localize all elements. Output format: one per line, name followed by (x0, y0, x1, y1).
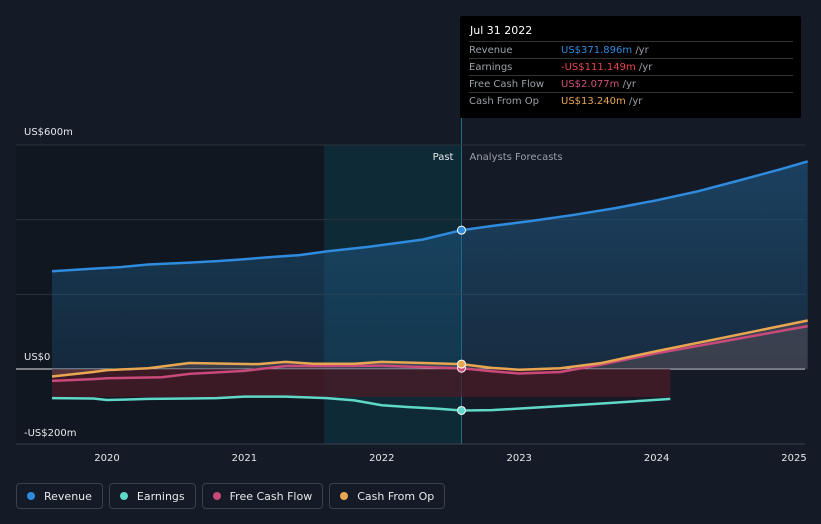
tooltip-value-number: US$2.077m (561, 79, 620, 90)
legend-label: Free Cash Flow (229, 489, 313, 503)
earnings-line (51, 395, 671, 412)
tooltip-unit: /yr (635, 45, 649, 56)
tooltip-date: Jul 31 2022 (470, 24, 533, 37)
x-tick-label: 2024 (644, 453, 669, 464)
legend-label: Earnings (136, 489, 185, 503)
legend-item-earnings[interactable]: Earnings (108, 483, 196, 509)
revenue-line (51, 160, 809, 273)
tooltip-row-earnings: Earnings -US$111.149m /yr (469, 58, 793, 76)
y-tick-label: US$600m (24, 127, 73, 138)
tooltip-value-number: US$13.240m (561, 96, 626, 107)
tooltip-value: US$13.240m /yr (561, 96, 642, 107)
earnings-area (52, 369, 671, 397)
tooltip-label: Revenue (469, 45, 513, 56)
tooltip-unit: /yr (622, 79, 636, 90)
free-cash-flow-line (51, 324, 808, 383)
tooltip-label: Cash From Op (469, 96, 540, 107)
tooltip-row-cash-from-op: Cash From Op US$13.240m /yr (469, 92, 793, 110)
legend-item-revenue[interactable]: Revenue (16, 483, 103, 509)
tooltip-label: Earnings (469, 62, 513, 73)
marker-cash-from-op (456, 359, 466, 369)
y-tick-label: US$0 (24, 352, 50, 363)
tooltip-unit: /yr (638, 62, 653, 73)
tooltip-value: US$2.077m /yr (561, 79, 636, 90)
legend-label: Revenue (44, 489, 92, 503)
legend-item-cash-from-op[interactable]: Cash From Op (329, 483, 446, 509)
x-tick-label: 2021 (232, 453, 257, 464)
cash-from-op-area (52, 320, 808, 377)
tooltip-value-number: US$371.896m (561, 45, 633, 56)
tooltip-row-revenue: Revenue US$371.896m /yr (469, 41, 793, 59)
x-tick-label: 2020 (94, 453, 119, 464)
x-tick-label: 2023 (506, 453, 531, 464)
legend-item-free-cash-flow[interactable]: Free Cash Flow (201, 483, 324, 509)
cash-from-op-dot-icon (340, 492, 349, 500)
legend-label: Cash From Op (357, 489, 435, 503)
earnings-dot-icon (119, 492, 128, 500)
forecast-label: Analysts Forecasts (469, 152, 562, 163)
legend: Revenue Earnings Free Cash Flow Cash Fro… (16, 483, 446, 511)
x-tick-label: 2025 (781, 453, 806, 464)
past-label: Past (433, 152, 454, 163)
cash-from-op-line (51, 319, 808, 378)
tooltip-value-number: -US$111.149m (561, 62, 636, 73)
marker-revenue (456, 225, 466, 235)
tooltip-value: -US$111.149m /yr (561, 62, 652, 73)
y-tick-label: -US$200m (24, 428, 76, 439)
revenue-area (52, 161, 808, 369)
tooltip: Jul 31 2022 Revenue US$371.896m /yr Earn… (460, 16, 801, 118)
revenue-dot-icon (27, 492, 35, 500)
tooltip-value: US$371.896m /yr (561, 45, 649, 56)
tooltip-row-free-cash-flow: Free Cash Flow US$2.077m /yr (469, 75, 793, 93)
marker-earnings (456, 405, 466, 415)
x-tick-label: 2022 (369, 453, 394, 464)
tooltip-unit: /yr (628, 96, 643, 107)
free-cash-flow-dot-icon (212, 492, 221, 500)
tooltip-label: Free Cash Flow (469, 79, 545, 90)
